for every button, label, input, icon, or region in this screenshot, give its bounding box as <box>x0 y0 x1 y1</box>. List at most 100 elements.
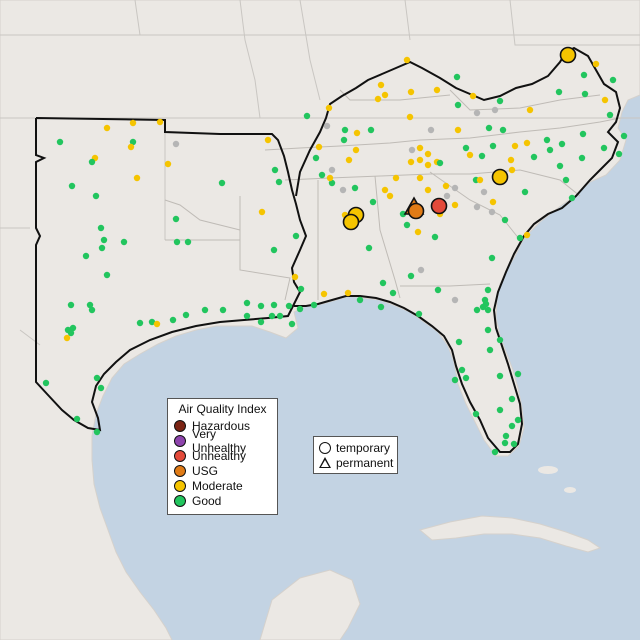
monitor-site-good[interactable] <box>546 146 554 154</box>
monitor-site-no_data[interactable] <box>339 186 347 194</box>
monitor-site-good[interactable] <box>93 374 101 382</box>
monitor-site-good[interactable] <box>356 296 364 304</box>
monitor-site-good[interactable] <box>486 346 494 354</box>
monitor-site-good[interactable] <box>184 238 192 246</box>
monitor-site-moderate[interactable] <box>127 143 135 151</box>
monitor-site-good[interactable] <box>129 138 137 146</box>
monitor-site-good[interactable] <box>600 144 608 152</box>
monitor-site-good[interactable] <box>454 101 462 109</box>
temporary-monitor-unhealthy[interactable] <box>430 197 448 215</box>
monitor-site-good[interactable] <box>609 76 617 84</box>
monitor-site-good[interactable] <box>415 310 423 318</box>
monitor-site-good[interactable] <box>201 306 209 314</box>
monitor-site-moderate[interactable] <box>406 113 414 121</box>
monitor-site-good[interactable] <box>451 376 459 384</box>
monitor-site-good[interactable] <box>453 73 461 81</box>
monitor-site-good[interactable] <box>484 306 492 314</box>
monitor-site-good[interactable] <box>485 124 493 132</box>
monitor-site-good[interactable] <box>482 300 490 308</box>
monitor-site-good[interactable] <box>257 302 265 310</box>
temporary-monitor-usg[interactable] <box>407 202 425 220</box>
monitor-site-good[interactable] <box>521 188 529 196</box>
monitor-site-good[interactable] <box>288 320 296 328</box>
monitor-site-good[interactable] <box>297 285 305 293</box>
monitor-site-moderate[interactable] <box>386 192 394 200</box>
monitor-site-good[interactable] <box>516 234 524 242</box>
monitor-site-good[interactable] <box>620 132 628 140</box>
monitor-site-good[interactable] <box>219 306 227 314</box>
monitor-site-moderate[interactable] <box>345 156 353 164</box>
monitor-site-good[interactable] <box>379 279 387 287</box>
monitor-site-no_data[interactable] <box>328 166 336 174</box>
monitor-site-good[interactable] <box>580 71 588 79</box>
monitor-site-good[interactable] <box>581 90 589 98</box>
monitor-site-good[interactable] <box>69 324 77 332</box>
monitor-site-good[interactable] <box>271 166 279 174</box>
monitor-site-good[interactable] <box>365 244 373 252</box>
monitor-site-good[interactable] <box>328 179 336 187</box>
monitor-site-moderate[interactable] <box>315 143 323 151</box>
monitor-site-moderate[interactable] <box>103 124 111 132</box>
monitor-site-good[interactable] <box>68 182 76 190</box>
monitor-site-moderate[interactable] <box>489 198 497 206</box>
monitor-site-good[interactable] <box>340 136 348 144</box>
monitor-site-moderate[interactable] <box>374 95 382 103</box>
monitor-site-good[interactable] <box>558 140 566 148</box>
monitor-site-good[interactable] <box>579 130 587 138</box>
temporary-monitor-moderate[interactable] <box>491 168 509 186</box>
monitor-site-moderate[interactable] <box>325 104 333 112</box>
monitor-site-moderate[interactable] <box>601 96 609 104</box>
monitor-site-no_data[interactable] <box>172 140 180 148</box>
monitor-site-no_data[interactable] <box>473 109 481 117</box>
monitor-site-good[interactable] <box>285 302 293 310</box>
monitor-site-no_data[interactable] <box>488 208 496 216</box>
monitor-site-good[interactable] <box>478 152 486 160</box>
monitor-site-good[interactable] <box>502 432 510 440</box>
monitor-site-moderate[interactable] <box>353 129 361 137</box>
monitor-site-good[interactable] <box>270 246 278 254</box>
monitor-site-good[interactable] <box>310 301 318 309</box>
monitor-site-good[interactable] <box>555 88 563 96</box>
monitor-site-moderate[interactable] <box>476 176 484 184</box>
monitor-site-good[interactable] <box>472 410 480 418</box>
monitor-site-moderate[interactable] <box>352 146 360 154</box>
monitor-site-good[interactable] <box>434 286 442 294</box>
monitor-site-moderate[interactable] <box>424 186 432 194</box>
monitor-site-good[interactable] <box>615 150 623 158</box>
monitor-site-good[interactable] <box>377 303 385 311</box>
monitor-site-good[interactable] <box>431 233 439 241</box>
temporary-monitor-moderate[interactable] <box>342 213 360 231</box>
monitor-site-good[interactable] <box>556 162 564 170</box>
monitor-site-good[interactable] <box>312 154 320 162</box>
monitor-site-no_data[interactable] <box>491 106 499 114</box>
monitor-site-good[interactable] <box>484 326 492 334</box>
monitor-site-good[interactable] <box>257 318 265 326</box>
monitor-site-good[interactable] <box>98 244 106 252</box>
monitor-site-moderate[interactable] <box>442 182 450 190</box>
monitor-site-good[interactable] <box>499 126 507 134</box>
monitor-site-good[interactable] <box>462 144 470 152</box>
monitor-site-good[interactable] <box>389 289 397 297</box>
monitor-site-good[interactable] <box>243 299 251 307</box>
monitor-site-moderate[interactable] <box>63 334 71 342</box>
monitor-site-moderate[interactable] <box>454 126 462 134</box>
monitor-site-good[interactable] <box>399 210 407 218</box>
monitor-site-no_data[interactable] <box>408 146 416 154</box>
monitor-site-good[interactable] <box>172 215 180 223</box>
monitor-site-good[interactable] <box>67 329 75 337</box>
monitor-site-good[interactable] <box>369 198 377 206</box>
monitor-site-moderate[interactable] <box>416 174 424 182</box>
monitor-site-moderate[interactable] <box>507 156 515 164</box>
monitor-site-good[interactable] <box>403 221 411 229</box>
monitor-site-good[interactable] <box>496 406 504 414</box>
monitor-site-good[interactable] <box>407 272 415 280</box>
monitor-site-good[interactable] <box>148 318 156 326</box>
monitor-site-moderate[interactable] <box>416 144 424 152</box>
monitor-site-moderate[interactable] <box>258 208 266 216</box>
monitor-site-good[interactable] <box>606 111 614 119</box>
monitor-site-good[interactable] <box>496 372 504 380</box>
monitor-site-good[interactable] <box>514 370 522 378</box>
monitor-site-good[interactable] <box>275 178 283 186</box>
monitor-site-good[interactable] <box>182 311 190 319</box>
monitor-site-moderate[interactable] <box>381 91 389 99</box>
